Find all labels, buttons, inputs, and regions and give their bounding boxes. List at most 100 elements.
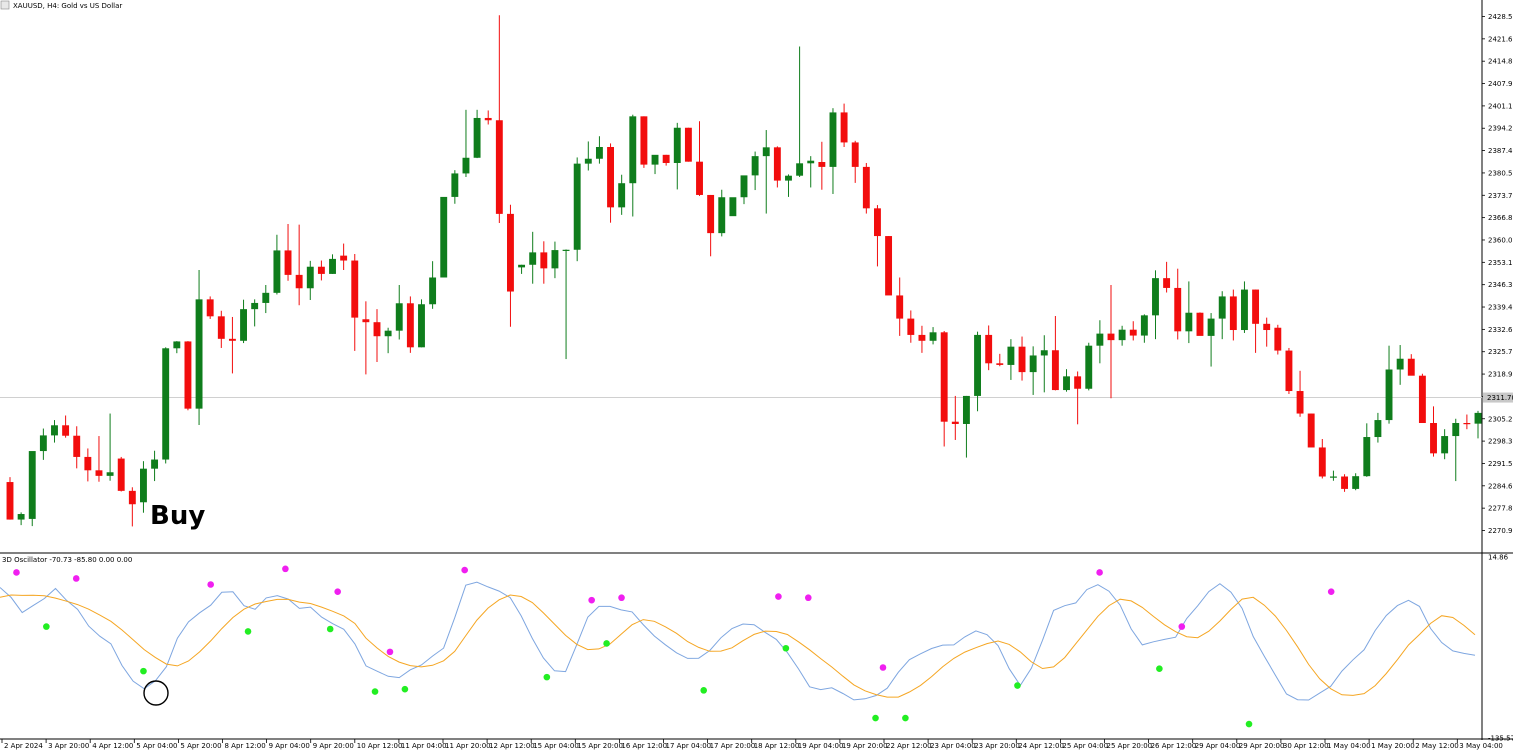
candle-body (551, 250, 559, 269)
candle-body (1318, 447, 1326, 477)
candle (718, 189, 726, 237)
candle (1352, 473, 1360, 491)
candle-body (295, 274, 303, 289)
candle-body (1352, 476, 1360, 489)
candle-body (951, 421, 959, 424)
sell-signal-dot (13, 569, 20, 576)
candle-body (773, 147, 781, 181)
candle (106, 413, 114, 481)
candle (1074, 371, 1082, 425)
sell-signal-dot (1178, 623, 1186, 630)
osc-tick-label: -135.57 (1488, 734, 1513, 742)
candle (1407, 354, 1415, 376)
time-tick-label: 10 Apr 12:00 (357, 742, 403, 750)
time-tick-label: 24 Apr 12:00 (1018, 742, 1064, 750)
candle-body (1407, 358, 1415, 376)
candle (251, 299, 259, 327)
candle (707, 194, 715, 257)
sell-signal-dot (207, 581, 214, 588)
candle (1452, 418, 1460, 482)
candle (1207, 313, 1215, 367)
candle-body (651, 154, 659, 165)
candle-body (440, 196, 448, 278)
candle-body (73, 435, 81, 457)
candle-body (940, 332, 948, 422)
current-price-label: 2311.70 (1487, 394, 1513, 402)
candle-body (1241, 289, 1248, 331)
candle (1218, 291, 1226, 340)
candle (1040, 335, 1048, 393)
candle (351, 254, 359, 351)
candle-body (317, 266, 325, 274)
time-tick-label: 9 Apr 04:00 (269, 742, 310, 750)
candle (1307, 413, 1315, 448)
buy-signal-dot (1014, 682, 1021, 689)
candle-body (974, 334, 981, 396)
price-tick-label: 2360.00 (1488, 236, 1513, 244)
candle-body (1374, 420, 1382, 438)
time-tick-label: 25 Apr 20:00 (1107, 742, 1153, 750)
price-tick-label: 2318.90 (1488, 371, 1513, 379)
candle (896, 277, 904, 336)
candle-body (662, 154, 670, 163)
candle (84, 448, 92, 482)
candle-body (1040, 350, 1048, 356)
candle (918, 325, 926, 353)
candle (862, 162, 870, 214)
candle (1163, 261, 1171, 293)
candle-body (284, 250, 292, 275)
candle-body (251, 302, 259, 310)
candle-body (262, 292, 270, 303)
candle (295, 224, 303, 306)
candle (540, 241, 548, 284)
time-tick-label: 17 Apr 20:00 (710, 742, 756, 750)
candle (262, 285, 270, 314)
candle-body (17, 514, 25, 520)
time-tick-label: 12 Apr 12:00 (489, 742, 535, 750)
candle-body (640, 116, 648, 165)
buy-signal-dot (401, 685, 409, 693)
candle-body (540, 252, 548, 269)
candle (1430, 406, 1437, 457)
time-tick-label: 11 Apr 20:00 (445, 742, 491, 750)
candle-body (1296, 391, 1304, 414)
price-tick-label: 2394.25 (1488, 125, 1513, 133)
candle-body (1329, 476, 1337, 478)
candle (228, 316, 236, 374)
candle (807, 156, 815, 188)
candle-body (1474, 412, 1482, 424)
candle (740, 175, 748, 205)
time-tick-label: 5 Apr 20:00 (180, 742, 221, 750)
candle (362, 301, 370, 375)
candle-body (1085, 345, 1093, 389)
candle (329, 254, 336, 274)
candle-body (1140, 315, 1148, 336)
candle-body (996, 363, 1004, 365)
candle (440, 196, 448, 278)
candle (1140, 314, 1148, 343)
candle (529, 231, 537, 284)
candle (28, 451, 36, 527)
candle (1329, 470, 1337, 481)
candle (484, 110, 492, 125)
candle-body (1385, 369, 1393, 421)
time-tick-label: 15 Apr 04:00 (533, 742, 579, 750)
candle-body (885, 236, 893, 296)
candle (6, 477, 14, 520)
sell-signal-dot (804, 594, 812, 602)
candle (39, 428, 47, 460)
candle (62, 415, 70, 438)
candle-body (28, 451, 36, 519)
candle (151, 450, 159, 482)
time-tick-label: 19 Apr 20:00 (842, 742, 888, 750)
time-tick-label: 3 Apr 20:00 (48, 742, 89, 750)
candle (1296, 370, 1304, 417)
candle-body (862, 166, 870, 209)
candle-body (1074, 376, 1082, 389)
candle (818, 141, 826, 190)
time-tick-label: 25 Apr 04:00 (1062, 742, 1108, 750)
price-tick-label: 2339.45 (1488, 304, 1513, 312)
candle-body (351, 260, 359, 318)
candle-body (39, 435, 47, 452)
